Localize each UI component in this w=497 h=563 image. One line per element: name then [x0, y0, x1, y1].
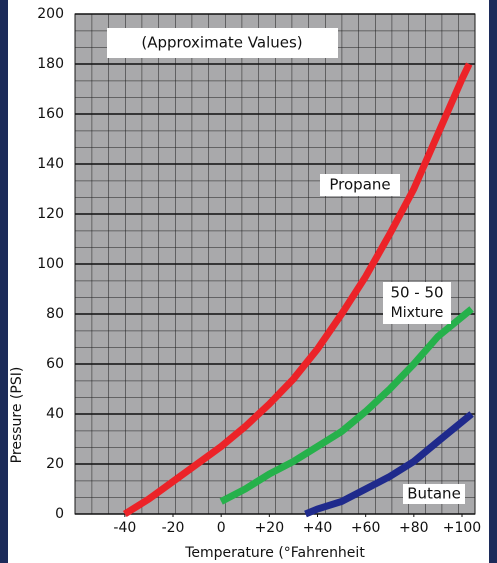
x-tick-label: +100: [443, 520, 481, 536]
series-line: [304, 411, 474, 518]
x-tick-label: +80: [399, 520, 429, 536]
frame-left: [0, 0, 8, 563]
y-tick-label: 60: [46, 356, 64, 372]
y-tick-label: 200: [37, 6, 64, 22]
x-axis-label: Temperature (°Fahrenheit: [184, 545, 365, 561]
y-tick-label: 100: [37, 256, 64, 272]
annotation-box: [383, 282, 451, 324]
x-tick-label: +40: [303, 520, 333, 536]
annotation: Butane: [407, 485, 461, 503]
y-tick-label: 80: [46, 306, 64, 322]
annotation-box: [107, 28, 338, 58]
series-line: [219, 306, 474, 505]
y-tick-label: 160: [37, 106, 64, 122]
y-tick-label: 40: [46, 406, 64, 422]
y-tick-label: 140: [37, 156, 64, 172]
annotation-box: [403, 484, 465, 504]
annotation: (Approximate Values): [141, 34, 302, 52]
series-line: [122, 62, 473, 517]
annotation: Propane: [329, 176, 390, 194]
x-tick-label: +60: [351, 520, 381, 536]
x-tick-label: 0: [217, 520, 226, 536]
y-axis-label: Pressure (PSI): [9, 367, 25, 464]
frame-right: [489, 0, 497, 563]
y-tick-label: 20: [46, 456, 64, 472]
y-tick-label: 120: [37, 206, 64, 222]
y-tick-label: 180: [37, 56, 64, 72]
annotation-box: [320, 174, 400, 196]
y-tick-label: 0: [55, 506, 64, 522]
annotation: 50 - 50: [390, 284, 443, 302]
annotation: Mixture: [391, 305, 444, 321]
x-tick-label: +20: [255, 520, 285, 536]
x-tick-label: -20: [162, 520, 185, 536]
x-tick-label: -40: [113, 520, 136, 536]
